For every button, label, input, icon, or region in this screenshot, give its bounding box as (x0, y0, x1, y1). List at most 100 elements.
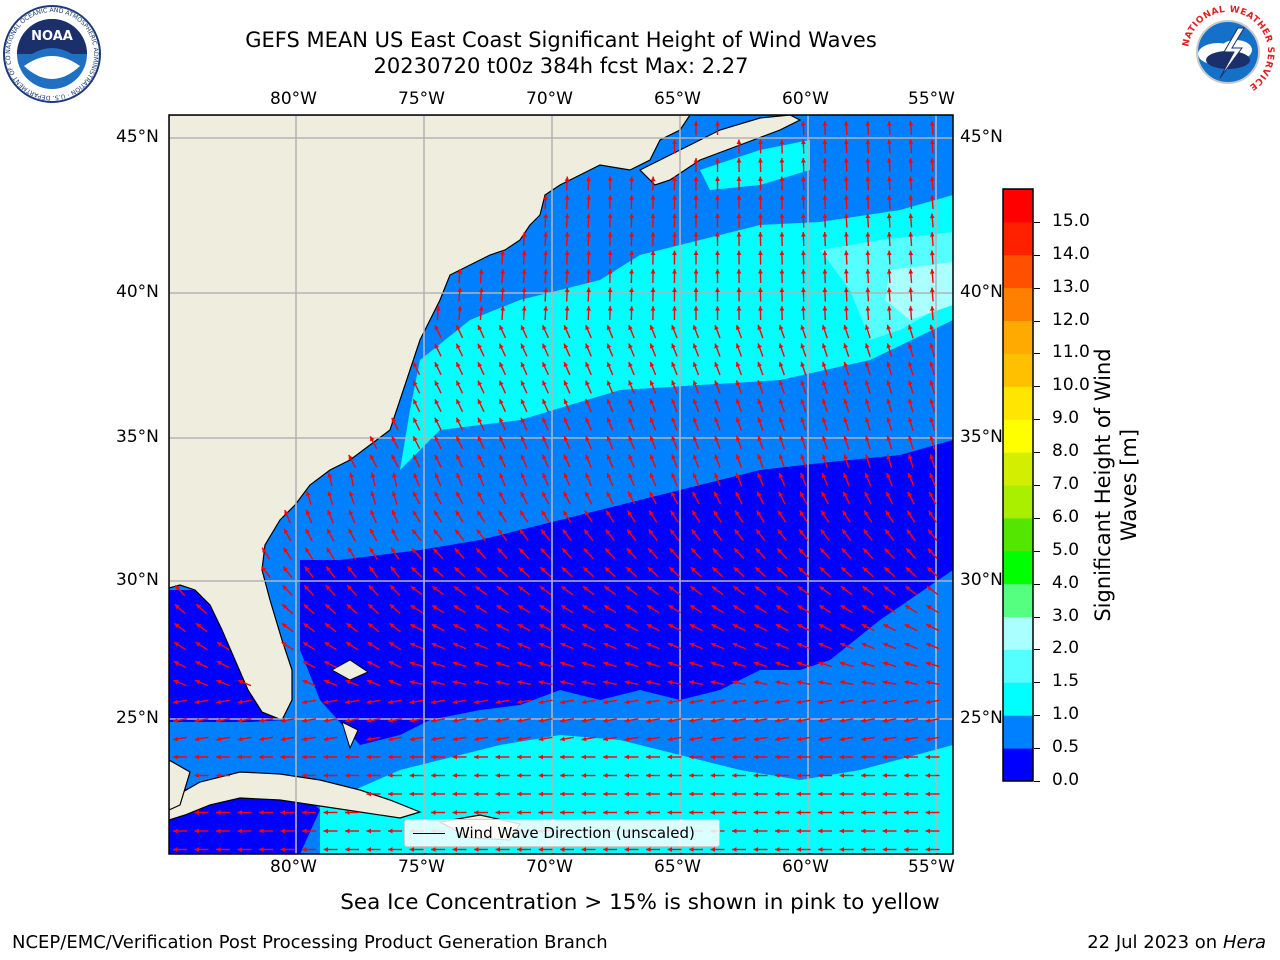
wind-wave-arrowhead (758, 232, 763, 237)
wind-wave-arrowhead (476, 529, 482, 535)
wind-wave-arrowhead (778, 380, 784, 386)
wind-wave-arrowhead (754, 605, 760, 610)
wind-wave-arrowhead (843, 139, 849, 145)
wind-wave-arrowhead (194, 847, 199, 852)
wind-wave-arrowhead (775, 828, 780, 834)
wind-wave-arrowhead (457, 269, 463, 274)
wind-wave-arrowhead (689, 642, 695, 648)
wind-wave-arrowhead (689, 847, 694, 852)
wind-wave-arrowhead (499, 362, 504, 368)
wind-wave-arrowhead (280, 810, 285, 815)
wind-wave-arrowhead (710, 699, 716, 705)
wind-wave-arrowhead (585, 491, 590, 497)
wind-wave-arrowhead (818, 847, 823, 852)
wind-wave-arrowhead (628, 491, 633, 497)
wind-wave-arrowhead (520, 380, 526, 386)
wind-wave-arrowhead (822, 139, 828, 145)
wind-wave-arrowhead (929, 417, 935, 423)
wind-wave-arrowhead (843, 232, 849, 237)
wind-wave-arrowhead (624, 718, 630, 723)
wind-wave-arrowhead (474, 754, 479, 760)
wind-wave-arrowhead (929, 380, 935, 386)
colorbar-tick-label: 6.0 (1052, 506, 1080, 527)
wind-wave-arrowhead (564, 250, 570, 256)
wind-wave-arrowhead (259, 847, 264, 852)
wind-wave-arrowhead (693, 158, 699, 163)
wind-wave-arrowhead (929, 435, 935, 441)
wind-wave-arrowhead (563, 380, 569, 386)
wind-wave-arrowhead (843, 269, 849, 274)
wind-wave-arrowhead (667, 773, 672, 778)
colorbar-tick-label: 2.0 (1052, 638, 1080, 659)
wind-wave-arrowhead (667, 847, 672, 852)
lon-label-bottom: 70°W (526, 857, 573, 877)
wind-wave-arrowhead (775, 624, 781, 629)
wind-wave-arrowhead (693, 287, 699, 293)
wind-wave-arrowhead (689, 661, 695, 667)
lat-label-left: 25°N (116, 708, 159, 728)
wind-wave-arrowhead (259, 810, 264, 815)
wind-wave-arrowhead (564, 213, 570, 219)
wind-wave-arrowhead (433, 548, 439, 554)
wind-wave-arrowhead (410, 624, 416, 629)
wind-wave-arrowhead (323, 699, 329, 705)
wind-wave-arrowhead (603, 680, 609, 685)
wind-wave-arrowhead (585, 436, 590, 442)
wind-wave-arrowhead (520, 491, 525, 497)
wind-wave-arrowhead (413, 399, 418, 405)
wind-wave-arrowhead (753, 791, 758, 797)
wind-wave-arrowhead (624, 810, 629, 815)
wind-wave-arrowhead (753, 718, 759, 723)
wind-wave-arrowhead (605, 548, 611, 554)
wind-wave-arrowhead (800, 491, 805, 497)
wind-wave-arrowhead (348, 491, 354, 497)
wind-wave-arrowhead (754, 586, 760, 591)
wind-wave-arrowhead (839, 699, 845, 705)
wind-wave-arrowhead (840, 586, 846, 591)
wind-wave-arrowhead (925, 736, 931, 742)
colorbar-segment (1003, 649, 1033, 683)
wind-wave-arrowhead (753, 754, 758, 760)
wind-wave-arrowhead (671, 491, 676, 497)
wind-wave-arrowhead (886, 213, 892, 219)
wind-wave-arrowhead (603, 642, 609, 648)
wind-wave-arrowhead (583, 567, 589, 573)
wind-wave-arrowhead (667, 810, 672, 815)
wind-wave-arrowhead (606, 454, 612, 460)
wind-wave-arrowhead (173, 736, 178, 742)
footer-host: Hera (1222, 932, 1266, 953)
wind-wave-arrowhead (345, 699, 350, 705)
wind-wave-arrowhead (625, 586, 631, 591)
wind-wave-arrowhead (409, 680, 415, 685)
wind-wave-arrowhead (667, 699, 673, 705)
wind-wave-arrowhead (693, 306, 699, 311)
wind-wave-arrowhead (216, 699, 221, 705)
wind-wave-arrowhead (779, 269, 785, 274)
wind-wave-arrowhead (432, 586, 438, 591)
wind-wave-arrowhead (585, 325, 590, 331)
wind-wave-arrowhead (477, 343, 483, 349)
lat-label-right: 30°N (960, 570, 1003, 590)
wind-wave-arrowhead (710, 847, 715, 852)
wind-wave-arrowhead (904, 736, 909, 742)
wind-wave-arrowhead (886, 195, 892, 200)
wind-wave-arrowhead (796, 699, 802, 705)
wind-wave-arrowhead (455, 529, 460, 535)
wind-wave-arrowhead (801, 232, 806, 237)
wind-wave-arrowhead (692, 343, 698, 349)
wind-wave-arrowhead (754, 624, 760, 629)
wind-wave-arrowhead (843, 213, 849, 219)
wind-wave-arrowhead (560, 754, 565, 760)
wind-wave-arrowhead (409, 661, 415, 667)
wind-wave-arrowhead (518, 567, 524, 573)
wind-wave-arrowhead (904, 661, 910, 667)
wind-wave-arrowhead (882, 810, 887, 815)
wind-wave-arrowhead (518, 586, 524, 591)
wind-wave-arrowhead (715, 306, 720, 311)
wind-wave-arrowhead (325, 604, 331, 610)
wind-wave-arrowhead (366, 718, 372, 723)
wind-wave-arrowhead (843, 158, 849, 163)
wind-wave-arrowhead (906, 548, 912, 554)
wind-wave-arrowhead (863, 529, 869, 535)
wind-wave-arrowhead (628, 454, 633, 460)
